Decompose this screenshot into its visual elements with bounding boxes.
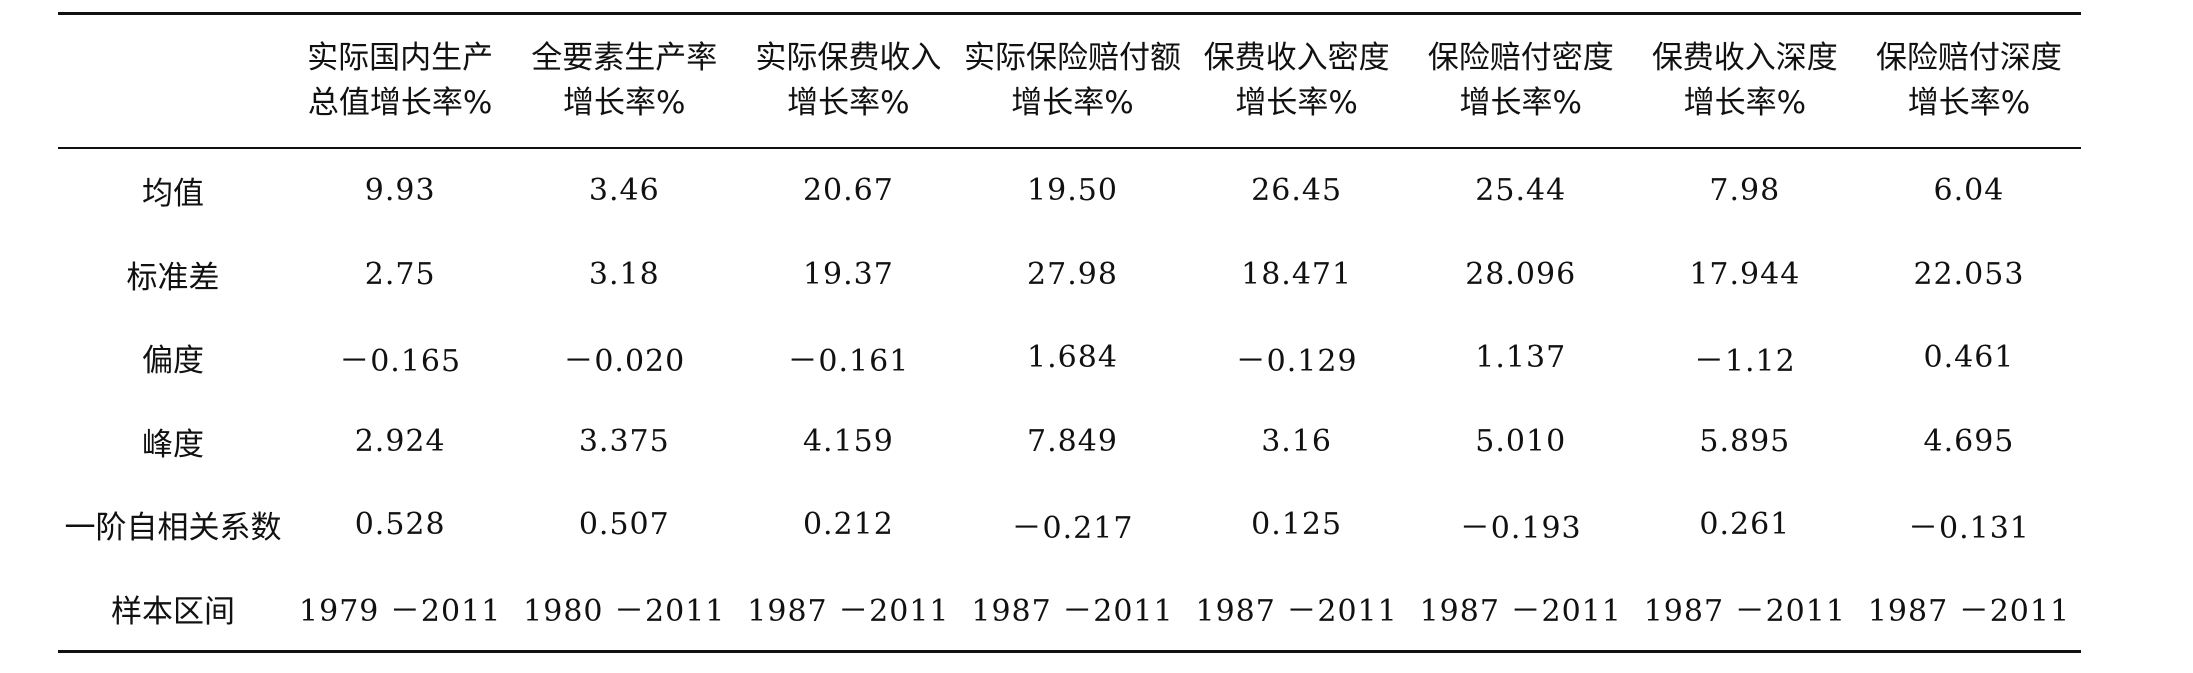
table-cell: 1979 －2011	[299, 594, 502, 630]
row-label: 样本区间	[111, 593, 236, 630]
table-cell: 0.528	[354, 507, 446, 543]
table-cell: 1987 －2011	[1643, 594, 1846, 630]
table-cell: －0.165	[339, 343, 462, 379]
table-cell: 2.75	[364, 256, 436, 292]
row-label: 偏度	[142, 343, 205, 380]
table-cell: 1987 －2011	[1867, 594, 2071, 630]
table-cell: 20.67	[802, 173, 894, 209]
column-header-line: 增长率%	[1011, 85, 1134, 121]
table-cell: 5.010	[1475, 423, 1567, 459]
column-header-tfp-growth: 全要素生产率 增长率%	[512, 14, 736, 149]
table-cell: 3.18	[588, 256, 660, 292]
table-cell: 1987 －2011	[1195, 594, 1398, 630]
table-cell: 17.944	[1689, 256, 1801, 292]
row-label: 均值	[142, 176, 205, 213]
table-cell: 5.895	[1699, 423, 1791, 459]
table-cell: 28.096	[1465, 256, 1577, 292]
table-cell: －0.217	[1011, 510, 1134, 546]
column-header-line: 增长率%	[1235, 85, 1358, 121]
column-header-line: 增长率%	[563, 85, 686, 121]
column-header-real-claims-growth: 实际保险赔付额 增长率%	[960, 14, 1184, 149]
table-cell: 9.93	[364, 173, 436, 209]
table-cell: －0.131	[1907, 510, 2030, 546]
table-cell: －1.12	[1693, 343, 1796, 379]
table-row-sample-period: 样本区间 1979 －2011 1980 －2011 1987 －2011 19…	[58, 567, 2081, 652]
column-header-empty	[58, 14, 288, 149]
row-label: 标准差	[126, 259, 220, 296]
table-cell: 19.37	[802, 256, 894, 292]
table-cell: 3.46	[588, 173, 660, 209]
table-cell: －0.129	[1235, 343, 1358, 379]
table-cell: －0.161	[787, 343, 910, 379]
descriptive-statistics-table: 实际国内生产 总值增长率% 全要素生产率 增长率% 实际保费收入 增长率% 实际…	[58, 12, 2081, 653]
table-cell: 26.45	[1251, 173, 1343, 209]
table-row-mean: 均值 9.93 3.46 20.67 19.50 26.45 25.44 7.9…	[58, 148, 2081, 233]
column-header-line: 保险赔付深度	[1875, 40, 2062, 76]
column-header-line: 总值增长率%	[307, 85, 493, 121]
table-cell: 7.98	[1709, 173, 1781, 209]
column-header-line: 保险赔付密度	[1427, 40, 1614, 76]
row-label: 一阶自相关系数	[64, 510, 282, 547]
table-row-kurtosis: 峰度 2.924 3.375 4.159 7.849 3.16 5.010 5.…	[58, 400, 2081, 484]
table-cell: 4.695	[1923, 423, 2015, 459]
column-header-claims-density-growth: 保险赔付密度 增长率%	[1409, 14, 1633, 149]
column-header-claims-depth-growth: 保险赔付深度 增长率%	[1857, 14, 2081, 149]
table-cell: －0.193	[1459, 510, 1582, 546]
table-cell: 22.053	[1913, 256, 2025, 292]
table-cell: 2.924	[354, 423, 446, 459]
column-header-line: 增长率%	[1907, 85, 2031, 121]
table-cell: 25.44	[1475, 173, 1567, 209]
table-row-skewness: 偏度 －0.165 －0.020 －0.161 1.684 －0.129 1.1…	[58, 316, 2081, 400]
table-cell: 3.16	[1261, 423, 1332, 459]
column-header-line: 保费收入深度	[1651, 40, 1838, 76]
table-row-std-dev: 标准差 2.75 3.18 19.37 27.98 18.471 28.096 …	[58, 233, 2081, 317]
column-header-line: 保费收入密度	[1203, 40, 1390, 76]
table-cell: 0.461	[1923, 340, 2015, 376]
column-header-line: 实际国内生产	[307, 40, 494, 76]
table-cell: 0.507	[578, 507, 670, 543]
table-cell: 6.04	[1933, 173, 2005, 209]
table-cell: 0.212	[802, 507, 894, 543]
table-cell: 4.159	[802, 423, 894, 459]
column-header-premium-density-growth: 保费收入密度 增长率%	[1185, 14, 1409, 149]
table-cell: 1.137	[1475, 340, 1567, 376]
header-row: 实际国内生产 总值增长率% 全要素生产率 增长率% 实际保费收入 增长率% 实际…	[58, 13, 2081, 149]
column-header-line: 全要素生产率	[531, 40, 718, 76]
table-cell: 1.684	[1027, 340, 1118, 376]
table-cell: －0.020	[563, 343, 686, 379]
table-cell: 7.849	[1027, 423, 1118, 459]
column-header-line: 增长率%	[1459, 85, 1582, 121]
table-cell: 27.98	[1027, 256, 1118, 292]
table-cell: 3.375	[578, 423, 670, 459]
column-header-line: 增长率%	[1683, 85, 1807, 121]
table-cell: 19.50	[1027, 173, 1118, 209]
column-header-premium-depth-growth: 保费收入深度 增长率%	[1633, 14, 1857, 149]
column-header-real-premium-growth: 实际保费收入 增长率%	[736, 14, 960, 149]
column-header-line: 增长率%	[787, 85, 910, 121]
column-header-line: 实际保费收入	[755, 40, 942, 76]
table-cell: 1980 －2011	[523, 594, 726, 630]
table-cell: 18.471	[1241, 256, 1353, 292]
column-header-real-gdp-growth: 实际国内生产 总值增长率%	[288, 14, 512, 149]
table-cell: 0.261	[1699, 507, 1791, 543]
table-cell: 1987 －2011	[747, 594, 950, 630]
table-cell: 1987 －2011	[1419, 594, 1622, 630]
table-cell: 0.125	[1251, 507, 1343, 543]
table-row-autocorrelation: 一阶自相关系数 0.528 0.507 0.212 －0.217 0.125 －…	[58, 483, 2081, 567]
column-header-line: 实际保险赔付额	[963, 40, 1181, 76]
statistics-table-container: 实际国内生产 总值增长率% 全要素生产率 增长率% 实际保费收入 增长率% 实际…	[58, 12, 2081, 653]
row-label: 峰度	[142, 426, 205, 463]
table-cell: 1987 －2011	[971, 594, 1174, 630]
